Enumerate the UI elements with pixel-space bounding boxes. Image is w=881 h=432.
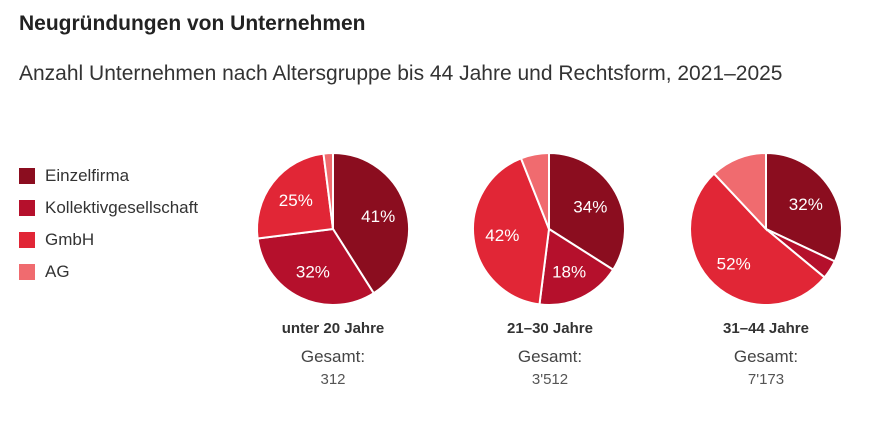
legend-item-gmbh: GmbH: [19, 224, 198, 256]
pie-slice-ag: [322, 151, 334, 230]
chart-subtitle: Anzahl Unternehmen nach Altersgruppe bis…: [19, 62, 783, 85]
legend-swatch-einzelfirma: [19, 168, 35, 184]
legend-label-ag: AG: [45, 262, 70, 281]
pie-slice-ag: [712, 151, 767, 232]
caption-21-30: 21–30 Jahre Gesamt: 3'512: [460, 318, 640, 392]
legend-item-einzelfirma: Einzelfirma: [19, 160, 198, 192]
slice-label-gmbh: 52%: [717, 254, 751, 273]
chart-title: Neugründungen von Unternehmen: [19, 12, 366, 35]
pie-slice-ag: [519, 151, 550, 230]
total-value: 312: [320, 371, 346, 388]
caption-31-44: 31–44 Jahre Gesamt: 7'173: [676, 318, 856, 392]
pie-slice-kollektivgesellschaft: [538, 227, 615, 306]
slice-label-gmbh: 42%: [485, 226, 519, 245]
pie-chart-21-30: 34% 18% 42%: [472, 151, 626, 306]
pie-chart-31-44: 32% 52%: [689, 151, 843, 306]
legend-swatch-ag: [19, 264, 35, 280]
pie-title: 31–44 Jahre: [723, 320, 809, 337]
legend-label-kollektivgesellschaft: Kollektivgesellschaft: [45, 198, 199, 217]
total-value: 3'512: [531, 371, 569, 388]
pie-title: 21–30 Jahre: [507, 320, 593, 337]
caption-unter-20: unter 20 Jahre Gesamt: 312: [243, 318, 423, 392]
total-label: Gesamt:: [733, 347, 799, 366]
total-label: Gesamt:: [300, 347, 366, 366]
total-value: 7'173: [747, 371, 785, 388]
pie-slice-gmbh: [689, 172, 826, 306]
slice-label-kollektivgesellschaft: 32%: [296, 263, 330, 282]
legend-label-einzelfirma: Einzelfirma: [45, 166, 130, 185]
pie-slice-gmbh: [256, 152, 335, 240]
pie-title: unter 20 Jahre: [281, 320, 385, 337]
legend-item-kollektivgesellschaft: Kollektivgesellschaft: [19, 192, 198, 224]
pie-slice-kollektivgesellschaft: [256, 227, 376, 306]
legend-label-gmbh: GmbH: [45, 230, 95, 249]
legend-swatch-gmbh: [19, 232, 35, 248]
slice-label-einzelfirma: 32%: [789, 195, 823, 214]
legend: Einzelfirma Kollektivgesellschaft GmbH A…: [19, 160, 198, 288]
pie-slice-gmbh: [472, 157, 551, 306]
pie-slice-einzelfirma: [765, 151, 843, 263]
slice-label-einzelfirma: 34%: [573, 197, 607, 216]
slice-label-gmbh: 25%: [279, 191, 313, 210]
legend-swatch-kollektivgesellschaft: [19, 200, 35, 216]
legend-item-ag: AG: [19, 256, 198, 288]
slice-label-einzelfirma: 41%: [361, 207, 395, 226]
slice-label-kollektivgesellschaft: 18%: [552, 263, 586, 282]
pie-chart-unter-20: 41% 32% 25%: [256, 151, 410, 306]
total-label: Gesamt:: [517, 347, 583, 366]
